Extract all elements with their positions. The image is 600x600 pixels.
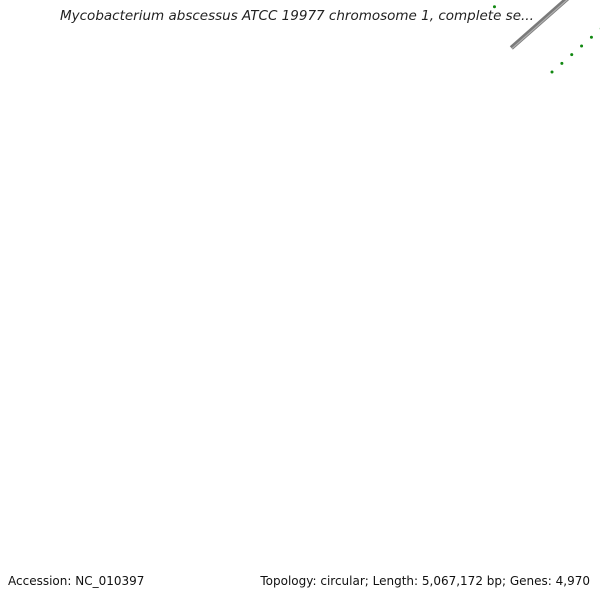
ring-dot bbox=[560, 61, 564, 65]
ring-dot bbox=[492, 5, 496, 9]
tick-rings: 1971 kbp1972 kbp1973 kbp1974 kbp1975 kbp… bbox=[492, 5, 600, 74]
ring-dot bbox=[580, 44, 584, 48]
accession-text: Accession: NC_010397 bbox=[8, 574, 145, 588]
page-title: Mycobacterium abscessus ATCC 19977 chrom… bbox=[60, 8, 534, 24]
genome-summary: Topology: circular; Length: 5,067,172 bp… bbox=[260, 574, 590, 588]
ring-dot bbox=[550, 70, 554, 74]
outer-tick-ring bbox=[492, 5, 496, 9]
ring-dot bbox=[589, 35, 593, 39]
ring-dot bbox=[570, 53, 574, 57]
